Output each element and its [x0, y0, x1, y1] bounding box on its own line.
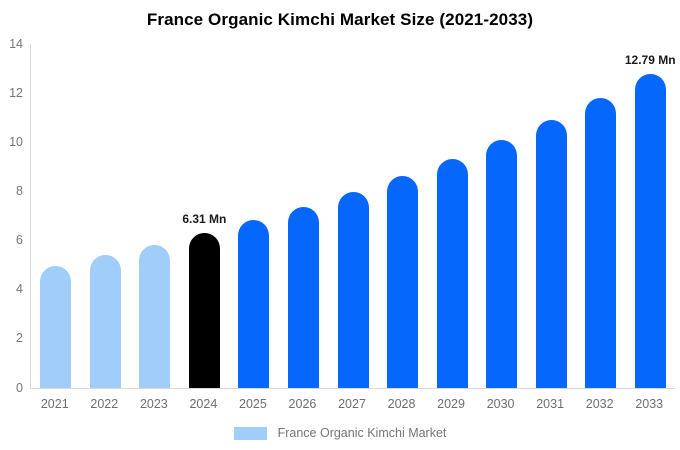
y-tick-label: 14: [9, 36, 23, 51]
bar-2032: [585, 98, 617, 388]
x-axis: 2021 2022 2023 2024 2025 2026 2027 2028 2029 2030…: [30, 397, 674, 413]
x-tick-label-2021: 2021: [40, 397, 69, 411]
legend-swatch: [233, 426, 267, 440]
x-tick-label-2032: 2032: [585, 397, 614, 411]
bar-2033: [634, 73, 666, 388]
bar-2022: [89, 255, 121, 388]
plot-area: 6.31 Mn 12.79 Mn: [30, 44, 676, 389]
x-tick-label-2025: 2025: [239, 397, 267, 411]
y-tick-label: 12: [9, 85, 23, 100]
y-tick-label: 0: [16, 380, 23, 395]
x-tick-label-2028: 2028: [387, 397, 416, 411]
bar-value-label-2033: 12.79 Mn: [624, 52, 676, 67]
x-tick-label-2031: 2031: [536, 397, 565, 411]
bar-2027: [337, 192, 369, 388]
y-tick-label: 8: [16, 183, 23, 198]
x-tick-label-2026: 2026: [288, 397, 317, 411]
y-tick-label: 10: [9, 134, 23, 149]
bar-2029: [436, 159, 468, 388]
y-tick-label: 4: [16, 282, 23, 297]
bar-2026: [287, 206, 319, 388]
x-tick-label-2033: 2033: [635, 397, 664, 411]
chart-title: France Organic Kimchi Market Size (2021-…: [146, 10, 534, 29]
x-tick-label-2030: 2030: [486, 397, 515, 411]
bar-2021: [40, 265, 72, 388]
x-tick-label-2023: 2023: [139, 397, 168, 411]
bar-2031: [535, 120, 567, 388]
x-tick-label-2024: 2024: [189, 397, 218, 411]
y-axis: 0 2 4 6 8 10 12 14: [0, 37, 26, 395]
bar-value-label-2024: 6.31 Mn: [182, 211, 227, 226]
bar-2025: [238, 220, 270, 388]
x-tick-label-2027: 2027: [338, 397, 366, 411]
bar-2030: [486, 140, 518, 388]
x-tick-label-2022: 2022: [90, 397, 119, 411]
bar-2023: [139, 245, 171, 388]
y-tick-label: 6: [16, 233, 23, 248]
bar-2028: [387, 176, 419, 388]
y-tick-label: 2: [16, 331, 23, 346]
legend: France Organic Kimchi Market: [0, 426, 680, 440]
legend-label: France Organic Kimchi Market: [277, 426, 447, 440]
bar-2024: [188, 232, 220, 388]
x-tick-label-2029: 2029: [437, 397, 465, 411]
